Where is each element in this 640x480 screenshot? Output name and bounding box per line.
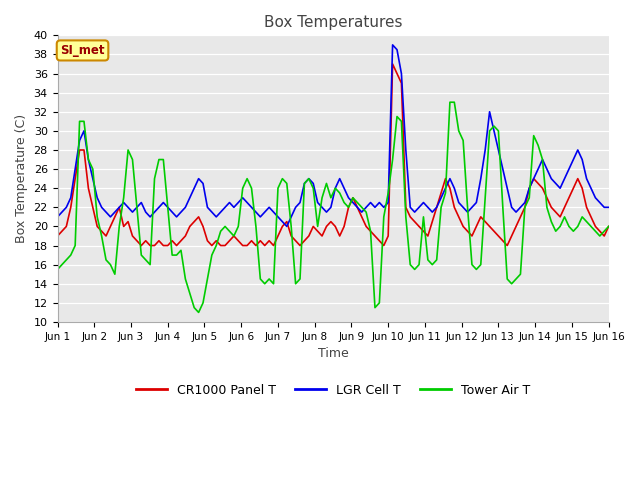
Tower Air T xyxy=(318,195,326,201)
CR1000 Panel T xyxy=(428,219,436,225)
LGR Cell T xyxy=(283,224,291,229)
LGR Cell T xyxy=(89,176,97,181)
LGR Cell T xyxy=(388,42,396,48)
LGR Cell T xyxy=(318,204,326,210)
Tower Air T xyxy=(89,166,97,172)
CR1000 Panel T xyxy=(54,233,61,239)
Tower Air T xyxy=(424,257,432,263)
CR1000 Panel T xyxy=(89,204,97,210)
Line: CR1000 Panel T: CR1000 Panel T xyxy=(58,64,609,246)
LGR Cell T xyxy=(428,209,436,215)
Tower Air T xyxy=(199,300,207,306)
LGR Cell T xyxy=(54,214,61,220)
Text: SI_met: SI_met xyxy=(60,44,105,57)
Line: Tower Air T: Tower Air T xyxy=(58,102,609,312)
CR1000 Panel T xyxy=(199,224,207,229)
Tower Air T xyxy=(385,190,392,196)
CR1000 Panel T xyxy=(388,61,396,67)
CR1000 Panel T xyxy=(318,233,326,239)
Line: LGR Cell T: LGR Cell T xyxy=(58,45,609,227)
CR1000 Panel T xyxy=(138,243,145,249)
X-axis label: Time: Time xyxy=(317,347,348,360)
Legend: CR1000 Panel T, LGR Cell T, Tower Air T: CR1000 Panel T, LGR Cell T, Tower Air T xyxy=(131,379,535,402)
LGR Cell T xyxy=(195,176,202,181)
LGR Cell T xyxy=(402,147,410,153)
Y-axis label: Box Temperature (C): Box Temperature (C) xyxy=(15,114,28,243)
Tower Air T xyxy=(605,224,612,229)
CR1000 Panel T xyxy=(385,233,392,239)
Tower Air T xyxy=(446,99,454,105)
Tower Air T xyxy=(397,119,405,124)
LGR Cell T xyxy=(605,204,612,210)
Tower Air T xyxy=(54,266,61,272)
LGR Cell T xyxy=(385,200,392,205)
Title: Box Temperatures: Box Temperatures xyxy=(264,15,403,30)
Tower Air T xyxy=(195,310,202,315)
CR1000 Panel T xyxy=(605,224,612,229)
CR1000 Panel T xyxy=(402,204,410,210)
